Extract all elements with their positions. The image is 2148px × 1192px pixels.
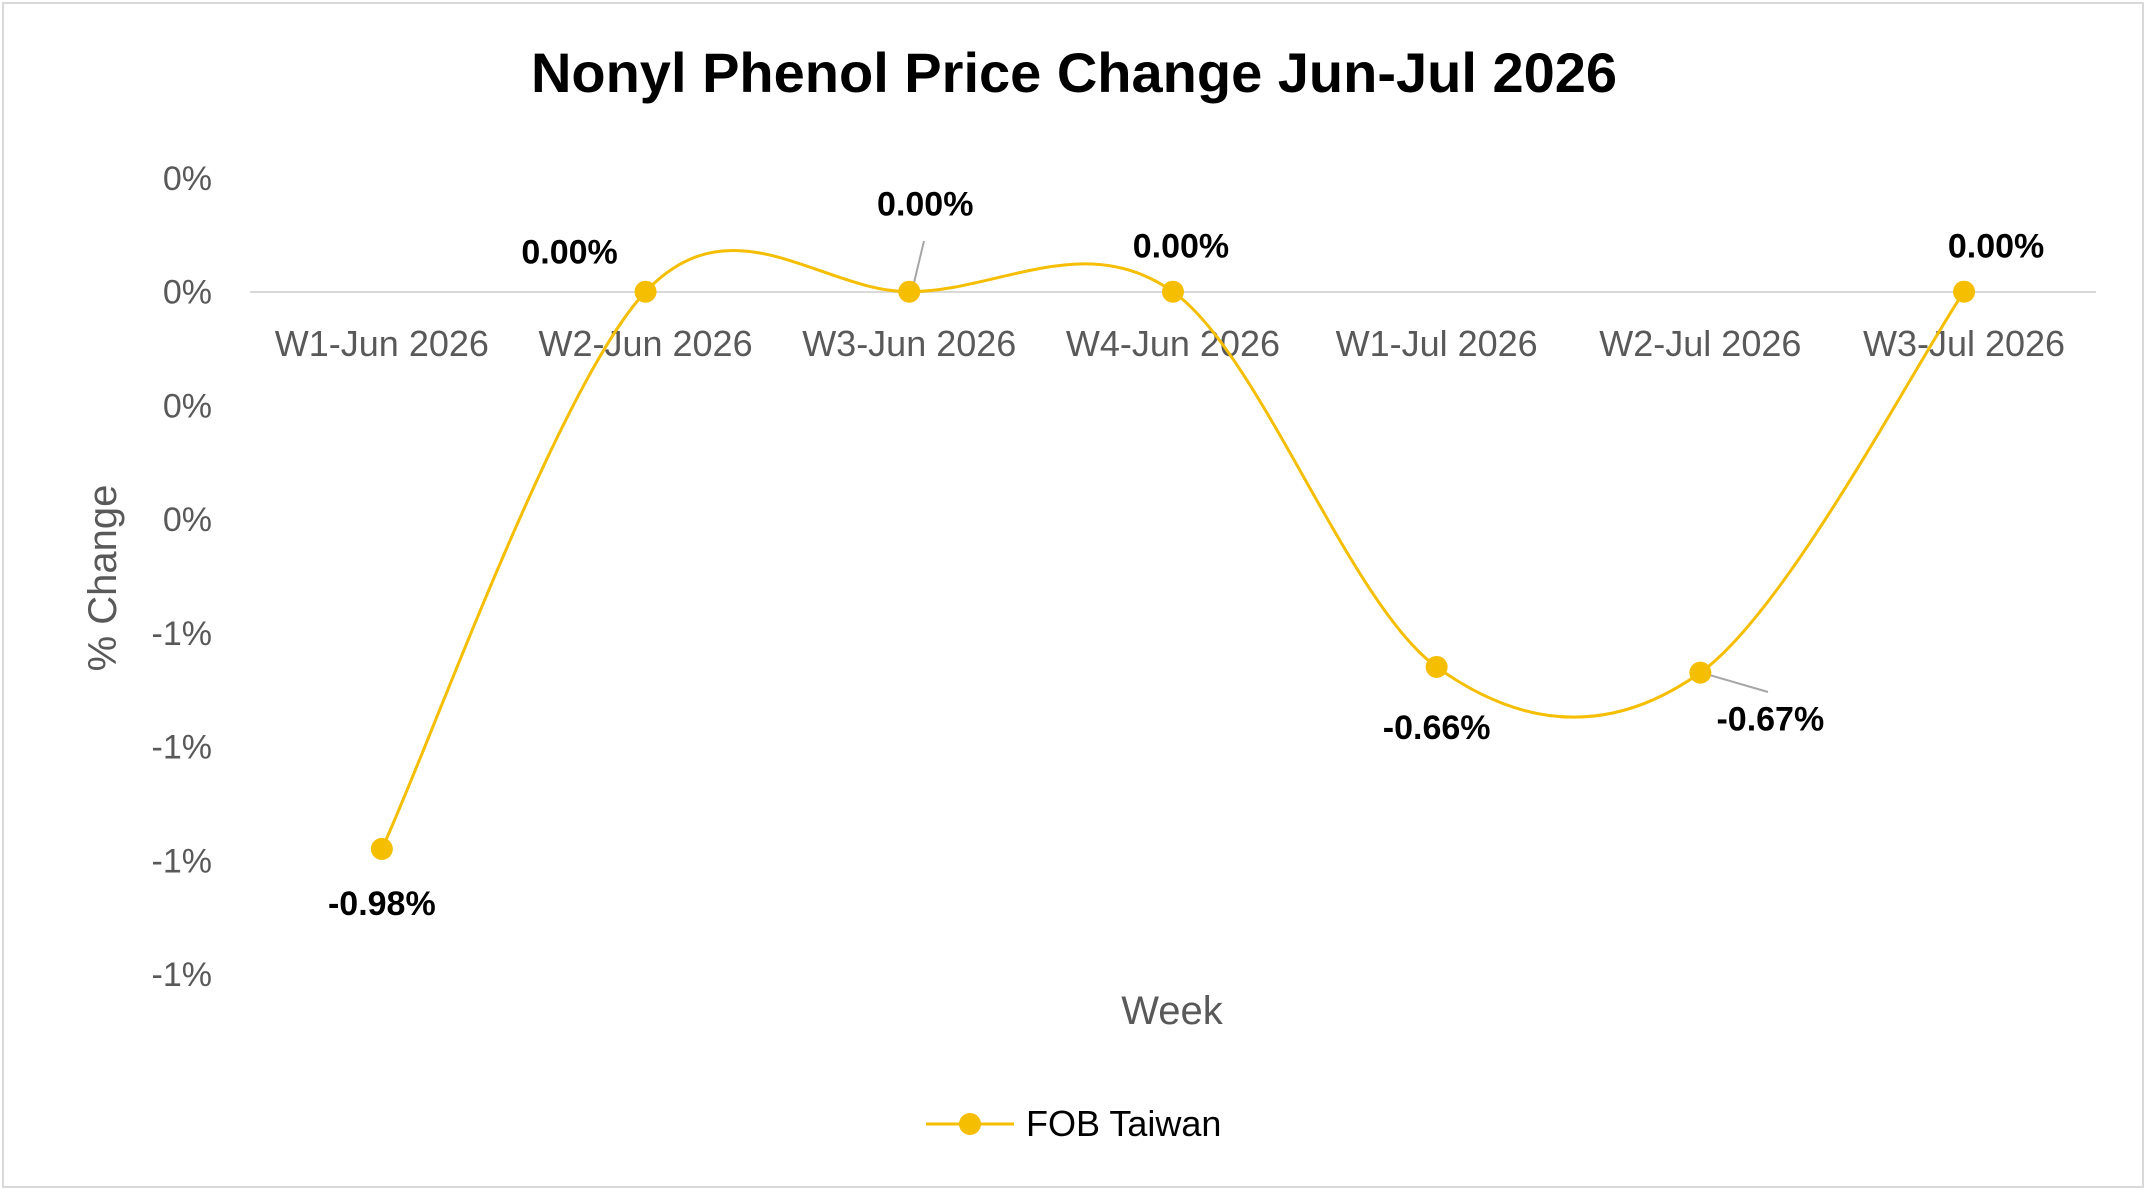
y-tick-label: -1% [152, 729, 212, 767]
label-leader-lines [912, 240, 1769, 693]
leader-line [912, 240, 925, 286]
x-tick-label: W3-Jul 2026 [1863, 323, 2065, 364]
y-tick-label: 0% [163, 160, 212, 198]
data-label: 0.00% [1948, 228, 2044, 266]
data-label: -0.66% [1383, 709, 1491, 747]
y-axis-title: % Change [81, 485, 125, 672]
y-tick-label: 0% [163, 274, 212, 312]
x-tick-label: W4-Jun 2026 [1066, 323, 1280, 364]
data-labels: -0.98% 0.00% 0.00% 0.00% -0.66% -0.67% 0.00% [328, 186, 2044, 923]
data-point-marker [1953, 280, 1976, 303]
legend-label: FOB Taiwan [1026, 1103, 1221, 1144]
data-label: -0.67% [1716, 701, 1824, 739]
data-label: 0.00% [521, 234, 617, 272]
x-tick-label: W1-Jul 2026 [1336, 323, 1538, 364]
x-axis-ticks: W1-Jun 2026 W2-Jun 2026 W3-Jun 2026 W4-Jun … [275, 323, 2065, 364]
y-tick-label: -1% [152, 956, 212, 994]
leader-line [1708, 673, 1769, 693]
chart-title: Nonyl Phenol Price Change Jun-Jul 2026 [531, 41, 1617, 104]
data-label: 0.00% [1133, 228, 1229, 266]
series-markers [370, 280, 1976, 860]
y-tick-label: 0% [163, 501, 212, 539]
legend: FOB Taiwan [926, 1103, 1221, 1144]
data-point-marker [634, 280, 657, 303]
y-tick-label: -1% [152, 842, 212, 880]
data-label: 0.00% [877, 186, 973, 224]
y-axis-ticks: 0% 0% 0% 0% -1% -1% -1% -1% [152, 160, 212, 994]
legend-marker-swatch [959, 1113, 981, 1135]
data-point-marker [1425, 655, 1448, 678]
data-point-marker [898, 280, 921, 303]
data-point-marker [370, 837, 393, 860]
data-point-marker [1689, 661, 1712, 684]
x-tick-label: W1-Jun 2026 [275, 323, 489, 364]
x-tick-label: W2-Jun 2026 [538, 323, 752, 364]
data-label: -0.98% [328, 885, 436, 923]
x-tick-label: W2-Jul 2026 [1599, 323, 1801, 364]
x-tick-label: W3-Jun 2026 [802, 323, 1016, 364]
data-point-marker [1161, 280, 1184, 303]
y-tick-label: 0% [163, 387, 212, 425]
y-tick-label: -1% [152, 615, 212, 653]
x-axis-title: Week [1121, 989, 1224, 1033]
